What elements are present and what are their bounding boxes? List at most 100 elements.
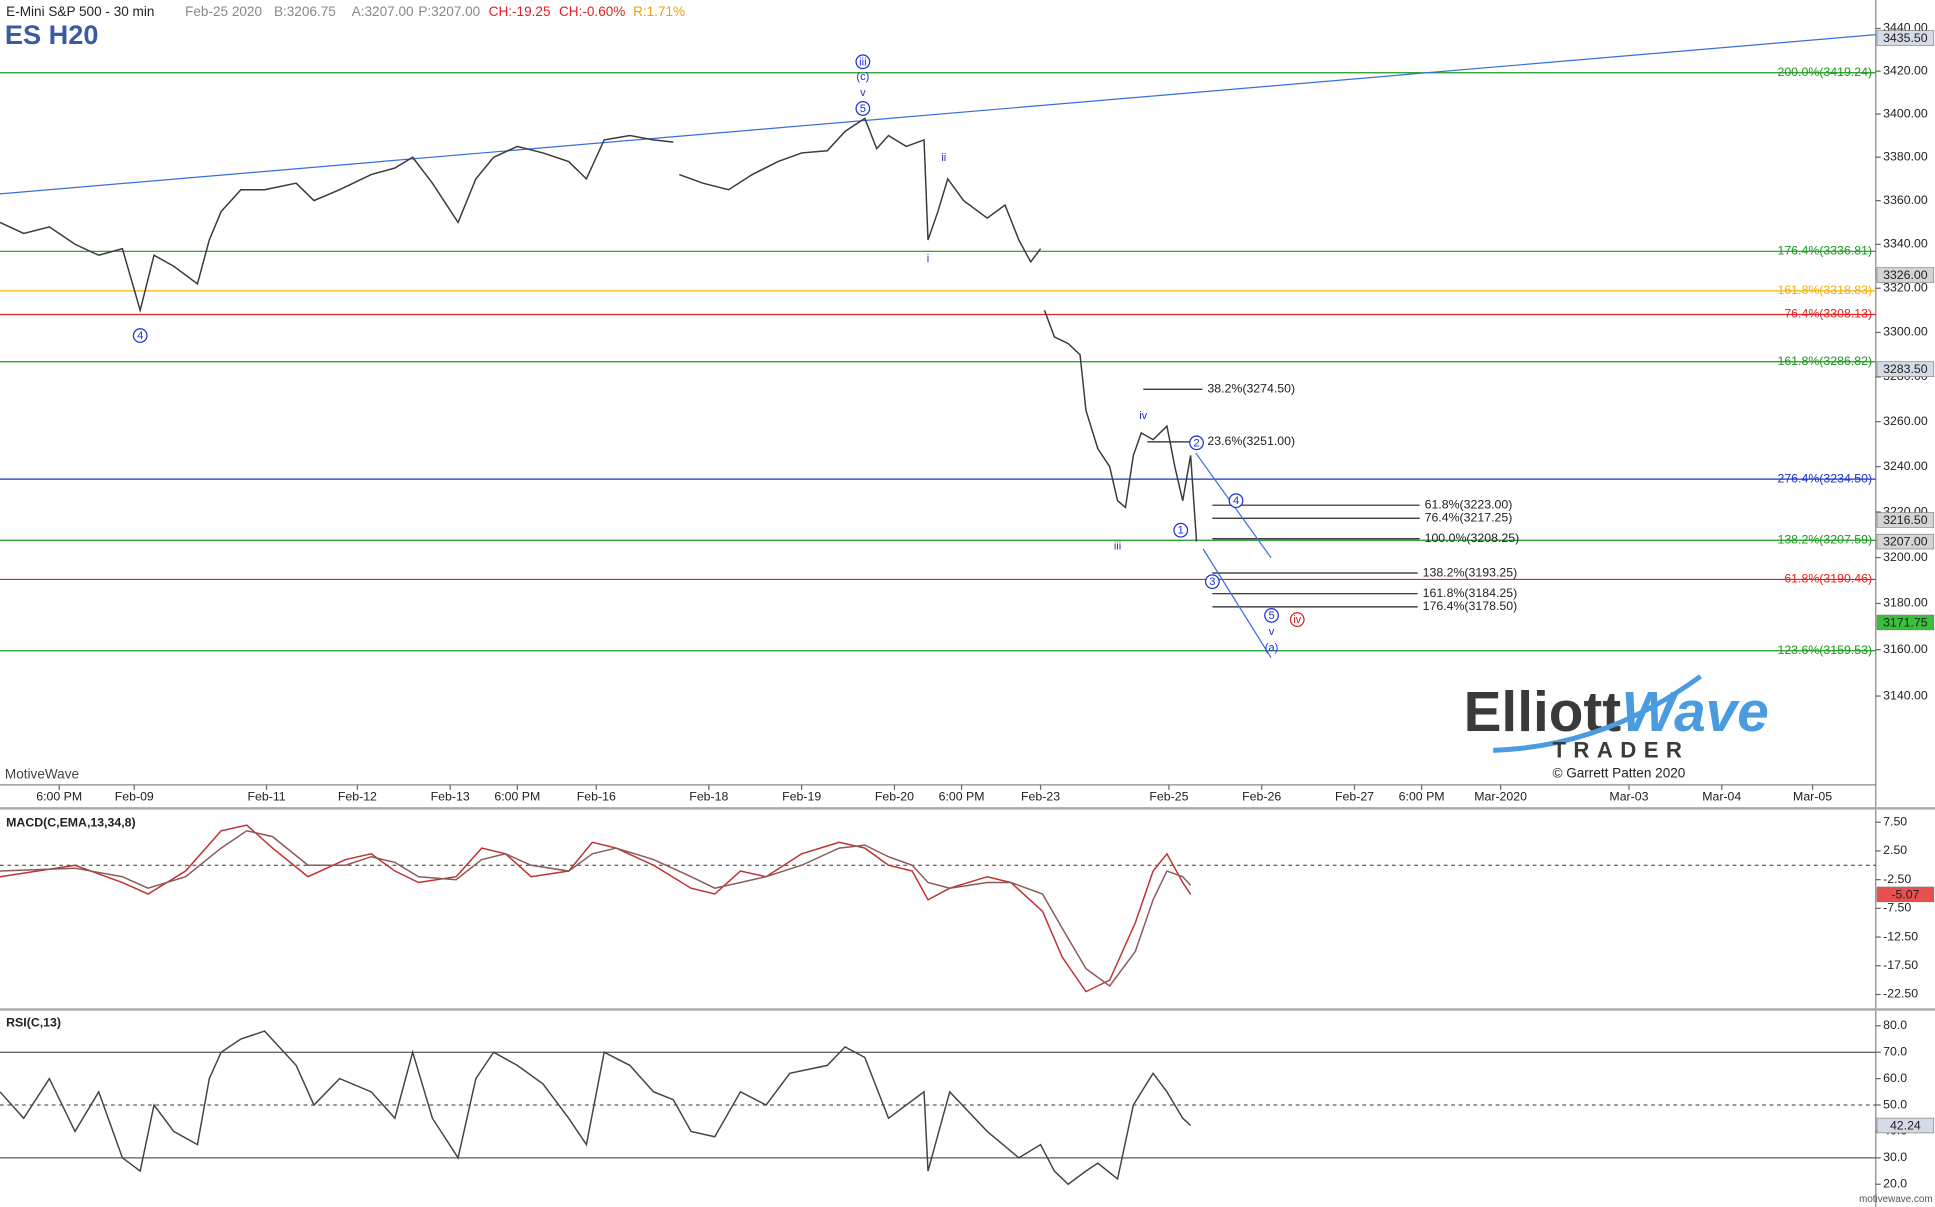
wave-label: 1 [1178, 525, 1184, 537]
y-tick-label: 3320.00 [1883, 281, 1928, 295]
x-tick-label: 6:00 PM [494, 790, 540, 804]
quote-info: B:3206.75 [274, 4, 336, 19]
price-box-label: 3216.50 [1883, 513, 1928, 527]
price-box-label: 3171.75 [1883, 615, 1928, 629]
pane-title: RSI(C,13) [6, 1015, 61, 1029]
series-line [0, 824, 1192, 993]
y-tick-label: 2.50 [1883, 843, 1907, 857]
y-tick-label: 3180.00 [1883, 596, 1928, 610]
wave-label: 4 [137, 330, 143, 342]
wave-circle [1204, 574, 1220, 590]
y-tick-label: 3200.00 [1883, 550, 1928, 564]
x-tick-label: Mar-05 [1793, 790, 1832, 804]
price-box-label: -5.07 [1891, 887, 1919, 901]
y-tick-label: 60.0 [1883, 1071, 1907, 1085]
fib-level-label: 61.8%(3190.46) [1784, 572, 1872, 586]
wave-circle [1264, 608, 1279, 623]
x-tick-label: Feb-20 [875, 790, 914, 804]
pane-title: MACD(C,EMA,13,34,8) [6, 815, 135, 829]
x-tick-label: Feb-19 [782, 790, 821, 804]
watermark: MotiveWave [5, 767, 79, 782]
wave-label: iii [859, 56, 866, 68]
price-box [1876, 1117, 1935, 1134]
x-tick-label: Feb-27 [1335, 790, 1374, 804]
y-tick-label: 3240.00 [1883, 459, 1928, 473]
wave-label: (c) [856, 71, 869, 83]
y-tick-label: 3140.00 [1883, 688, 1928, 702]
y-tick-label: 3300.00 [1883, 325, 1928, 339]
y-tick-label: 30.0 [1883, 1150, 1907, 1164]
y-tick-label: 3360.00 [1883, 193, 1928, 207]
x-tick-label: 6:00 PM [36, 790, 82, 804]
trendline [0, 34, 1876, 195]
logo-swoosh [1493, 674, 1702, 753]
price-box [1876, 30, 1935, 46]
wave-circle [1228, 493, 1244, 509]
wave-label: (a) [1265, 642, 1279, 654]
instrument-title: E-Mini S&P 500 - 30 min [6, 4, 154, 19]
wave-label: 5 [1268, 610, 1274, 622]
wave-label: iv [1293, 614, 1301, 626]
fib-level-label: 161.8%(3318.83) [1777, 283, 1872, 297]
fib-level-label: 276.4%(3234.50) [1777, 471, 1872, 485]
y-tick-label: -17.50 [1883, 958, 1918, 972]
y-tick-label: 50.0 [1883, 1097, 1907, 1111]
y-tick-label: 80.0 [1883, 1018, 1907, 1032]
symbol: ES H20 [5, 19, 98, 50]
y-tick-label: 70.0 [1883, 1044, 1907, 1058]
x-tick-label: Feb-12 [338, 790, 377, 804]
x-tick-label: Feb-13 [431, 790, 470, 804]
quote-info: CH:-19.25 [489, 4, 551, 19]
pane-divider [0, 1008, 1935, 1011]
quote-info: R:1.71% [633, 4, 685, 19]
wave-label: 4 [1233, 495, 1239, 507]
footer: motivewave.com [1859, 1194, 1932, 1205]
y-tick-label: 3260.00 [1883, 414, 1928, 428]
x-tick-label: Feb-18 [689, 790, 728, 804]
x-tick-label: Mar-2020 [1474, 790, 1527, 804]
wave-circle [855, 54, 871, 70]
x-tick-label: Mar-04 [1702, 790, 1741, 804]
fib-projection-label: 61.8%(3223.00) [1425, 497, 1513, 511]
logo: Elliott Wave TRADER © Garrett Patten 202… [1464, 674, 1769, 780]
quote-info: Feb-25 2020 [185, 4, 262, 19]
y-tick-label: 20.0 [1883, 1177, 1907, 1191]
wave-circle [132, 328, 148, 343]
wave-label: v [860, 87, 866, 99]
x-tick-label: Mar-03 [1609, 790, 1648, 804]
pane-divider [0, 807, 1935, 810]
y-tick-label: 3420.00 [1883, 63, 1928, 77]
logo-word: Elliott [1464, 681, 1622, 744]
quote-info: P:3207.00 [418, 4, 480, 19]
trendline [1202, 548, 1272, 659]
price-box-label: 3283.50 [1883, 362, 1928, 376]
x-tick-label: Feb-16 [577, 790, 616, 804]
price-box [1876, 512, 1935, 528]
fib-level-label: 138.2%(3207.59) [1777, 533, 1872, 547]
series-line [0, 830, 1192, 987]
x-tick-label: Feb-26 [1242, 790, 1281, 804]
quote-info: CH:-0.60% [559, 4, 625, 19]
fib-level-label: 200.0%(3419.24) [1777, 65, 1872, 79]
price-box [1876, 614, 1935, 631]
y-tick-label: -7.50 [1883, 901, 1911, 915]
fib-projection-label: 23.6%(3251.00) [1207, 434, 1295, 448]
x-tick-label: Feb-25 [1149, 790, 1188, 804]
wave-label: i [927, 253, 929, 265]
x-tick-label: 6:00 PM [1399, 790, 1445, 804]
x-tick-label: Feb-23 [1021, 790, 1060, 804]
series-line [0, 117, 1198, 542]
wave-circle [1189, 435, 1204, 451]
wave-label: v [1269, 626, 1275, 638]
fib-level-label: 123.6%(3159.53) [1777, 643, 1872, 657]
fib-projection-label: 100.0%(3208.25) [1425, 531, 1520, 545]
price-box [1876, 267, 1935, 283]
fib-projection-label: 76.4%(3217.25) [1425, 511, 1513, 525]
y-tick-label: -12.50 [1883, 929, 1918, 943]
fib-projection-label: 38.2%(3274.50) [1207, 381, 1295, 395]
fib-projection-label: 161.8%(3184.25) [1423, 586, 1518, 600]
wave-label: ii [941, 152, 946, 164]
x-tick-label: Feb-09 [115, 790, 154, 804]
